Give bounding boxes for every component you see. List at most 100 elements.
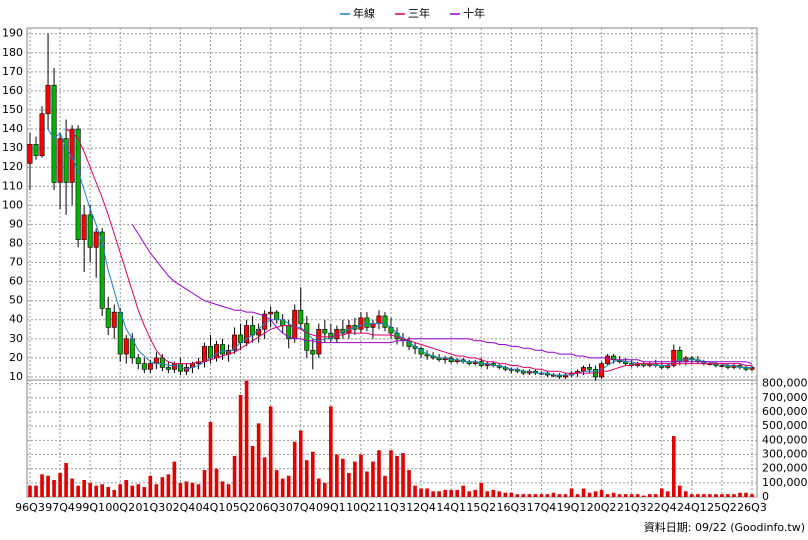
candle-body: [51, 84, 57, 183]
x-tick-label: 01Q3: [136, 501, 166, 514]
volume-bar: [148, 475, 153, 497]
volume-bar: [593, 491, 598, 497]
candle-body: [298, 309, 304, 324]
volume-bar: [184, 481, 189, 497]
volume-bar: [142, 487, 147, 497]
volume-bar: [377, 450, 381, 497]
volume-bar: [677, 485, 682, 497]
volume-bar: [40, 474, 44, 497]
volume-bar: [256, 423, 261, 497]
volume-bar: [527, 494, 532, 497]
volume-bar: [244, 380, 249, 497]
volume-bar: [708, 494, 712, 497]
volume-bar: [154, 484, 159, 497]
x-tick-label: 14Q1: [436, 501, 466, 514]
volume-bar: [292, 441, 297, 497]
y-tick-label: 10: [9, 370, 23, 383]
volume-bar: [407, 470, 411, 497]
volume-bar: [172, 461, 177, 497]
volume-bar: [611, 492, 616, 497]
volume-bar: [124, 480, 129, 497]
x-tick-label: 06Q3: [256, 501, 286, 514]
volume-bar: [431, 491, 435, 497]
candle-body: [57, 138, 63, 183]
volume-bar: [587, 492, 592, 497]
volume-bar: [467, 491, 472, 497]
candle-body: [123, 338, 129, 355]
candle-body: [39, 113, 45, 157]
x-tick-label: 15Q2: [466, 501, 496, 514]
volume-bar: [569, 488, 574, 497]
y-tick-label: 800,000: [762, 377, 808, 390]
y-tick-label: 120: [2, 160, 23, 173]
candle-body: [81, 214, 87, 240]
ma-line: [65, 128, 752, 374]
volume-bar: [178, 482, 183, 497]
x-tick-label: 97Q4: [45, 501, 75, 514]
volume-bar: [443, 489, 447, 497]
y-tick-label: 80: [9, 236, 23, 249]
candle-body: [671, 349, 677, 366]
y-tick-label: 600,000: [762, 405, 808, 418]
volume-bar: [732, 494, 736, 497]
y-tick-label: 100,000: [762, 476, 808, 489]
x-tick-label: 25Q2: [707, 501, 737, 514]
volume-bar: [413, 485, 417, 497]
y-tick-label: 130: [2, 141, 23, 154]
candle-body: [364, 317, 370, 328]
volume-bar: [419, 488, 423, 497]
candle-body: [214, 344, 220, 359]
y-tick-label: 70: [9, 256, 23, 269]
candle-body: [370, 323, 376, 328]
candle-body: [117, 311, 123, 355]
candle-body: [304, 323, 310, 351]
volume-bar: [401, 453, 405, 497]
volume-bar: [136, 484, 141, 497]
candle-body: [63, 138, 69, 183]
candle-body: [274, 311, 280, 321]
volume-bar: [389, 450, 393, 497]
volume-bar: [190, 482, 195, 497]
volume-bar: [473, 489, 478, 497]
volume-bar: [76, 485, 80, 497]
legend-label: 年線: [353, 6, 375, 20]
volume-bar: [34, 485, 38, 497]
volume-bar: [750, 494, 754, 497]
x-tick-label: 00Q2: [105, 501, 135, 514]
volume-bar: [533, 494, 538, 497]
candle-body: [75, 128, 81, 240]
volume-bar: [395, 455, 399, 497]
y-tick-label: 100: [2, 198, 23, 211]
volume-bar: [738, 492, 742, 497]
volume-bar: [383, 475, 387, 497]
x-tick-label: 04Q1: [196, 501, 226, 514]
candle-body: [93, 231, 99, 248]
volume-bar: [323, 482, 327, 497]
volume-bar: [605, 494, 610, 497]
x-tick-label: 99Q1: [75, 501, 105, 514]
volume-bar: [359, 454, 363, 497]
y-tick-label: 400,000: [762, 433, 808, 446]
volume-bar: [208, 421, 213, 497]
x-tick-label: 02Q4: [166, 501, 196, 514]
y-tick-label: 160: [2, 84, 23, 97]
x-tick-label: 11Q3: [376, 501, 406, 514]
y-tick-label: 110: [2, 179, 23, 192]
candle-body: [310, 349, 316, 355]
volume-bar: [298, 430, 303, 497]
candle-body: [232, 334, 238, 351]
candle-body: [135, 357, 141, 364]
x-tick-label: 21Q3: [617, 501, 647, 514]
candle-body: [382, 315, 388, 328]
volume-bar: [485, 491, 490, 497]
volume-bar: [226, 484, 231, 497]
x-tick-label: 09Q1: [316, 501, 346, 514]
candle-body: [719, 365, 725, 367]
volume-bar: [599, 489, 604, 497]
volume-bar: [70, 478, 74, 497]
volume-bar: [100, 484, 105, 497]
volume-bar: [274, 470, 279, 497]
volume-bar: [684, 491, 688, 497]
candle-body: [147, 363, 153, 370]
